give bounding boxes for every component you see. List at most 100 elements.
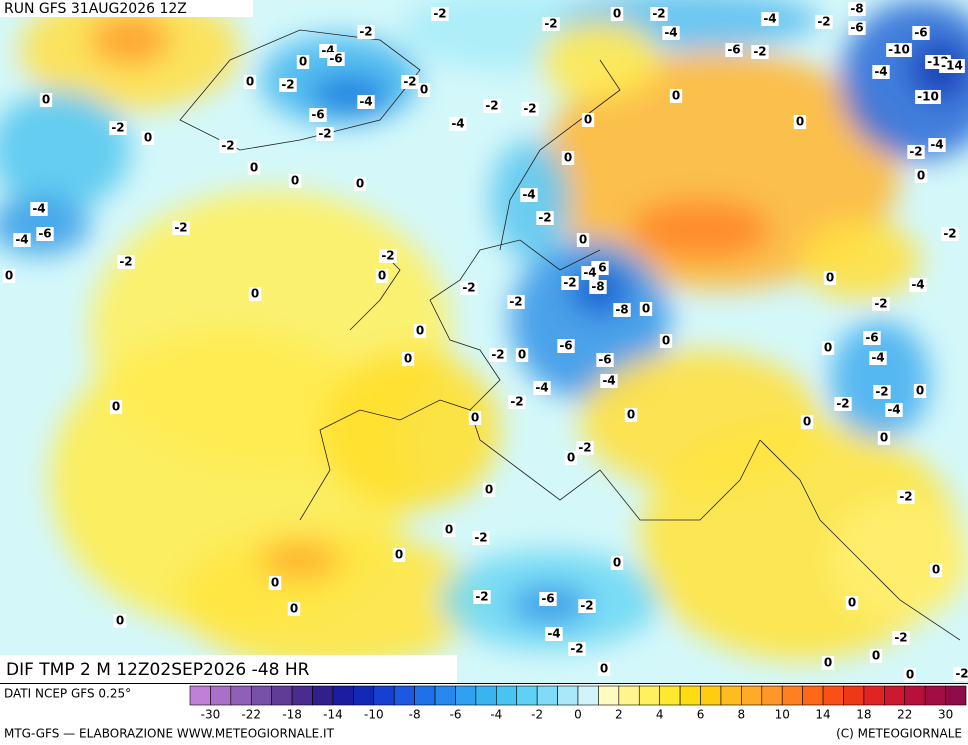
label-box (2, 269, 16, 283)
colorbar-box (638, 685, 660, 706)
colorbar-box (924, 685, 946, 706)
contour-label: 0 (824, 656, 832, 670)
colorbar-label: 6 (697, 708, 705, 722)
colorbar-box (434, 685, 456, 706)
contour-label: -2 (899, 490, 912, 504)
label-box (30, 202, 48, 216)
contour-label: -4 (15, 233, 28, 247)
label-box (821, 341, 835, 355)
label-box (662, 26, 680, 40)
label-box (219, 139, 237, 153)
contour-label: 0 (518, 348, 526, 362)
contour-label: -2 (570, 642, 583, 656)
label-box (639, 302, 653, 316)
label-box (793, 115, 807, 129)
contour-label: -2 (510, 395, 523, 409)
colorbar-box (393, 685, 415, 706)
contour-label: 0 (290, 602, 298, 616)
colorbar-label: -8 (409, 708, 421, 722)
label-box (915, 90, 941, 104)
label-box (379, 249, 397, 263)
colorbar-label: 2 (615, 708, 623, 722)
contour-label: -2 (475, 590, 488, 604)
contour-label: 0 (42, 93, 50, 107)
colorbar-box (230, 685, 252, 706)
contour-label: 0 (471, 411, 479, 425)
contour-label: 0 (299, 55, 307, 69)
contour-label: -4 (664, 26, 677, 40)
label-box (117, 255, 135, 269)
label-box (515, 348, 529, 362)
contour-label: -2 (875, 385, 888, 399)
colorbar-label: 18 (856, 708, 871, 722)
label-box (109, 400, 123, 414)
run-label: RUN GFS 31AUG2026 12Z (4, 1, 187, 17)
contour-label: 0 (112, 400, 120, 414)
colorbar-box (414, 685, 436, 706)
contour-label: -2 (578, 441, 591, 455)
colorbar-label: 30 (938, 708, 953, 722)
label-box (557, 339, 575, 353)
contour-label: 0 (378, 269, 386, 283)
colorbar-label: -4 (490, 708, 502, 722)
colorbar-box (332, 685, 354, 706)
label-box (872, 297, 890, 311)
anomaly-blob (90, 15, 170, 65)
contour-label: -8 (591, 280, 604, 294)
contour-label: -4 (930, 138, 943, 152)
contour-label: -6 (541, 592, 554, 606)
colorbar-box (884, 685, 906, 706)
contour-label: -2 (874, 297, 887, 311)
label-box (489, 348, 507, 362)
colorbar-box (781, 685, 803, 706)
contour-label: -4 (547, 627, 560, 641)
contour-label: -4 (32, 202, 45, 216)
contour-label: 0 (291, 174, 299, 188)
colorbar-box (373, 685, 395, 706)
label-box (109, 121, 127, 135)
contour-label: 0 (246, 75, 254, 89)
anomaly-blob (260, 540, 340, 580)
label-box (172, 221, 190, 235)
label-box (581, 113, 595, 127)
colorbar: -30 -22 -18 -14 -10 -8 -6 -4 -2 0 2 4 6 8 10 14 18 22 30 (189, 685, 967, 722)
label-box (507, 295, 525, 309)
label-box (296, 55, 310, 69)
contour-label: -2 (943, 227, 956, 241)
contour-label: 0 (567, 451, 575, 465)
colorbar-label: 14 (815, 708, 830, 722)
contour-label: 0 (803, 415, 811, 429)
contour-label: -2 (359, 25, 372, 39)
label-box (545, 627, 563, 641)
contour-label: -6 (914, 26, 927, 40)
anomaly-field (0, 0, 968, 670)
colorbar-box (618, 685, 640, 706)
colorbar-box (577, 685, 599, 706)
contour-label: -2 (474, 531, 487, 545)
label-box (863, 331, 881, 345)
contour-label: 0 (917, 169, 925, 183)
contour-label: -2 (281, 78, 294, 92)
label-box (939, 59, 965, 73)
label-box (113, 614, 127, 628)
label-box (309, 108, 327, 122)
contour-label: -6 (727, 43, 740, 57)
label-box (468, 411, 482, 425)
contour-label: 0 (584, 113, 592, 127)
label-box (392, 548, 406, 562)
colorbar-box (210, 685, 232, 706)
contour-label: -4 (871, 351, 884, 365)
label-box (914, 169, 928, 183)
label-box (536, 211, 554, 225)
contour-label: 0 (416, 324, 424, 338)
contour-label: -2 (221, 139, 234, 153)
contour-label: 0 (271, 576, 279, 590)
colorbar-box (353, 685, 375, 706)
contour-label: -6 (850, 21, 863, 35)
contour-label: -2 (433, 7, 446, 21)
label-box (751, 45, 769, 59)
coastlines (179, 29, 961, 641)
label-box (316, 127, 334, 141)
label-box (848, 21, 866, 35)
colorbar-box (598, 685, 620, 706)
